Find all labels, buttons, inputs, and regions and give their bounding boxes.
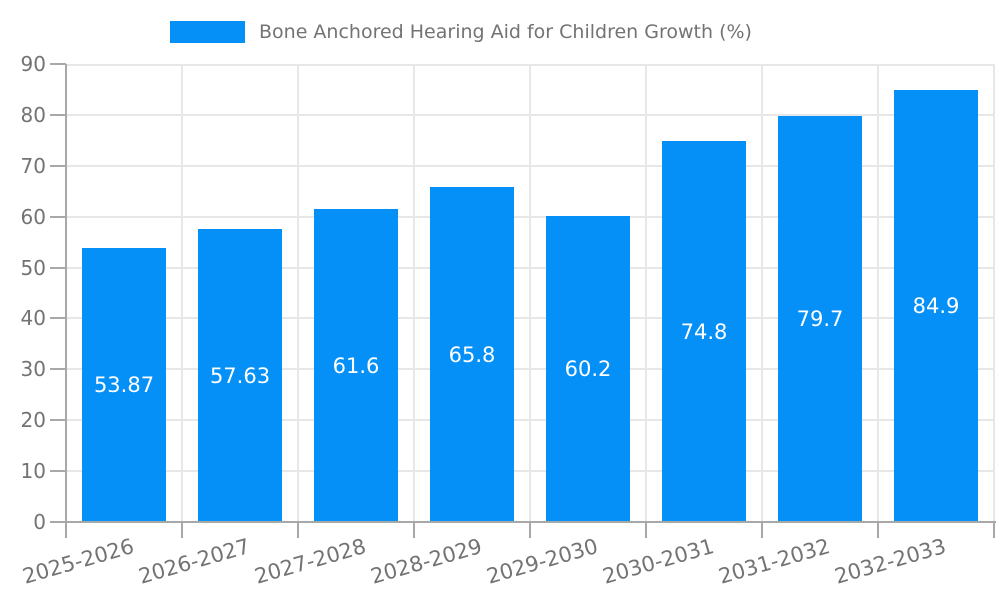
x-tick-mark [181,522,183,538]
y-tick-mark [50,216,66,218]
gridline-vertical [181,64,183,522]
gridline-vertical [761,64,763,522]
gridline-vertical [413,64,415,522]
bar[interactable]: 53.87 [82,248,166,522]
legend-label: Bone Anchored Hearing Aid for Children G… [259,21,752,43]
bar-value-label: 65.8 [448,342,496,367]
legend-swatch [170,21,245,43]
bar[interactable]: 60.2 [546,216,630,522]
gridline-vertical [645,64,647,522]
bar[interactable]: 84.9 [894,90,978,522]
gridline-vertical [877,64,879,522]
y-tick-label: 50 [20,256,46,280]
y-tick-label: 20 [20,408,46,432]
y-tick-label: 60 [20,205,46,229]
y-tick-label: 40 [20,306,46,330]
bar-value-label: 84.9 [912,294,960,318]
gridline-vertical [297,64,299,522]
y-tick-label: 0 [33,510,46,534]
plot-area: 53.87 57.63 61.6 65.8 60.2 74.8 79.7 84.9 [66,64,995,522]
y-tick-mark [50,368,66,370]
gridline-vertical [993,64,995,522]
y-axis-line [65,64,67,538]
x-tick-mark [413,522,415,538]
x-tick-mark [645,522,647,538]
y-tick-label: 30 [20,357,46,381]
legend-item[interactable]: Bone Anchored Hearing Aid for Children G… [170,21,752,43]
x-tick-mark [993,522,995,538]
x-tick-mark [529,522,531,538]
x-tick-mark [297,522,299,538]
x-tick-mark [877,522,879,538]
y-tick-label: 10 [20,459,46,483]
bar[interactable]: 65.8 [430,187,514,522]
y-tick-label: 90 [20,52,46,76]
bar-value-label: 79.7 [796,307,844,331]
y-tick-label: 70 [20,154,46,178]
y-tick-mark [50,317,66,319]
bar-value-label: 60.2 [564,357,612,381]
y-tick-mark [50,267,66,269]
y-tick-label: 80 [20,103,46,127]
bar[interactable]: 74.8 [662,141,746,522]
y-tick-mark [50,470,66,472]
gridline-vertical [529,64,531,522]
y-tick-mark [50,114,66,116]
y-tick-mark [50,165,66,167]
y-tick-mark [50,63,66,65]
bar-value-label: 74.8 [680,319,728,344]
y-tick-mark [50,419,66,421]
bar[interactable]: 57.63 [198,229,282,522]
x-tick-mark [761,522,763,538]
bar-value-label: 57.63 [209,363,271,388]
bar[interactable]: 79.7 [778,116,862,522]
bar[interactable]: 61.6 [314,209,398,522]
x-axis-line [50,521,996,523]
bar-value-label: 53.87 [93,373,155,397]
bar-value-label: 61.6 [332,353,380,378]
